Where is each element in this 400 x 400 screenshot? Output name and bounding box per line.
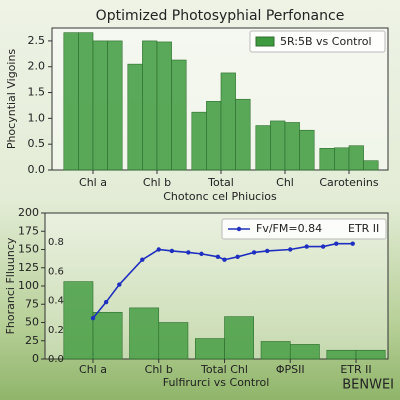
point xyxy=(265,248,270,254)
bar xyxy=(235,98,251,171)
annotation: ETR II xyxy=(348,222,379,235)
x-tick-label: Chl a xyxy=(79,363,107,376)
bar xyxy=(299,129,315,171)
x-tick-label: Total Chl xyxy=(200,363,248,376)
x-tick-label: Chl b xyxy=(145,363,173,376)
chart-title: Optimized Photosyphial Perfonance xyxy=(96,8,345,24)
y-tick-label: 0 xyxy=(32,352,39,365)
y-tick-label: 2.5 xyxy=(28,34,46,47)
point xyxy=(334,241,339,246)
bar xyxy=(92,40,108,171)
bar xyxy=(206,101,222,171)
point xyxy=(186,250,191,255)
y-tick-label: 125 xyxy=(18,261,39,274)
y-tick-label: 200 xyxy=(18,206,39,219)
legend-box xyxy=(221,218,387,240)
y-tick-label: 150 xyxy=(18,243,39,256)
x-tick-label: Chl xyxy=(276,176,294,189)
bar xyxy=(255,125,271,171)
y2-tick-label: 0.8 xyxy=(48,237,64,248)
point xyxy=(169,248,175,254)
point xyxy=(156,247,161,252)
bar xyxy=(158,322,189,360)
x-tick-label: ETR II xyxy=(340,363,371,376)
line xyxy=(92,242,353,319)
bar xyxy=(191,111,207,171)
bar xyxy=(195,338,225,360)
bar xyxy=(156,41,172,171)
legend-swatch xyxy=(255,36,275,47)
bar xyxy=(107,40,123,171)
point xyxy=(103,299,109,305)
x-axis-label: Chotonc cel Phiucios xyxy=(163,190,277,203)
legend-box xyxy=(249,30,386,53)
bar xyxy=(326,349,357,360)
point xyxy=(90,315,96,321)
bar xyxy=(78,32,94,171)
bar xyxy=(171,59,187,171)
y-tick-label: 1.0 xyxy=(28,111,46,124)
bar xyxy=(220,72,236,171)
bar xyxy=(319,148,335,171)
point xyxy=(304,244,309,249)
y2-tick-label: 0.6 xyxy=(48,266,64,277)
bar xyxy=(127,63,143,171)
bar xyxy=(129,307,160,360)
y-tick-label: 0.5 xyxy=(28,137,46,150)
point xyxy=(288,247,293,252)
bar xyxy=(92,311,123,360)
point xyxy=(222,257,227,262)
y2-tick-label: 0.2 xyxy=(48,325,64,336)
y-axis-label: Fhoranci Flluuncy xyxy=(4,237,17,334)
y-tick-label: 75 xyxy=(25,297,39,310)
point xyxy=(199,251,204,257)
bar xyxy=(334,147,350,171)
x-tick-label: Chl a xyxy=(79,176,107,189)
bar xyxy=(260,341,291,360)
y-tick-label: 0.0 xyxy=(28,163,46,176)
bar xyxy=(363,160,379,171)
x-axis-label: Fulfirurci vs Control xyxy=(163,376,270,389)
legend-swatch xyxy=(236,226,242,232)
y-tick-label: 175 xyxy=(18,224,39,237)
point xyxy=(320,244,326,249)
bar xyxy=(142,40,158,171)
bar xyxy=(63,32,79,171)
legend-label: 5R:5B vs Control xyxy=(280,35,372,48)
y2-tick-label: 0.0 xyxy=(48,354,64,365)
point xyxy=(117,282,122,287)
y-tick-label: 2.0 xyxy=(28,60,46,73)
x-tick-label: Total xyxy=(207,176,234,189)
bar xyxy=(63,281,94,360)
x-tick-label: Carotenins xyxy=(319,176,379,189)
legend-label: Fv/FM=0.84 xyxy=(256,222,322,235)
point xyxy=(140,257,145,262)
point xyxy=(251,250,257,255)
y2-tick-label: 0.4 xyxy=(48,296,64,307)
bar xyxy=(224,316,255,360)
bar xyxy=(270,120,286,171)
x-tick-label: Chl b xyxy=(143,176,171,189)
bar xyxy=(348,145,364,171)
point xyxy=(235,254,240,259)
watermark: BENWEI xyxy=(342,378,394,393)
y-tick-label: 100 xyxy=(18,279,39,292)
point xyxy=(350,241,355,246)
bar xyxy=(289,344,320,360)
y-tick-label: 1.5 xyxy=(28,86,46,99)
x-tick-label: ΦPSII xyxy=(276,363,305,376)
y-tick-label: 25 xyxy=(25,334,39,347)
bar xyxy=(284,122,300,171)
point xyxy=(215,254,221,259)
y-axis-label: Phocyntial Vigoins xyxy=(5,49,18,150)
y-tick-label: 50 xyxy=(25,316,39,329)
bar xyxy=(355,349,386,360)
